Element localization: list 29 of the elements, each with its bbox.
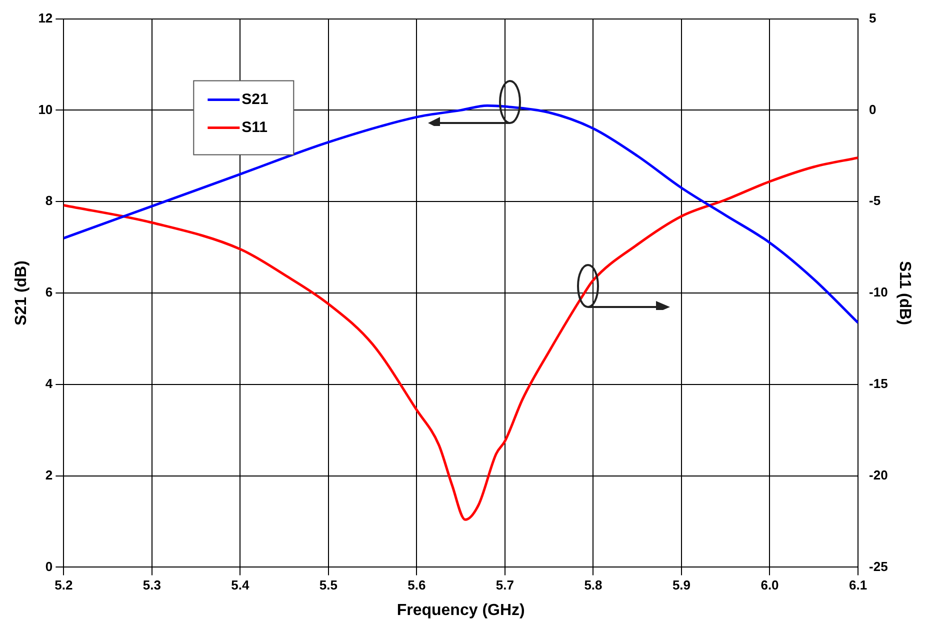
x-tick-label: 5.7 (496, 578, 514, 593)
y-axis-title: S21 (dB) (13, 260, 30, 326)
x-tick-label: 5.5 (319, 578, 338, 593)
x-tick-label: 6.0 (760, 578, 779, 593)
legend-label: S21 (242, 90, 268, 108)
y-tick-label: 4 (45, 376, 54, 391)
x-tick-label: 5.4 (231, 578, 250, 593)
legend-label: S11 (242, 118, 268, 136)
y2-tick-label: -20 (869, 467, 888, 482)
y2-tick-label: -5 (869, 193, 881, 208)
x-tick-label: 5.6 (408, 578, 426, 593)
x-tick-label: 5.3 (142, 578, 161, 593)
y2-tick-label: -25 (869, 558, 888, 574)
y-tick-label: 6 (45, 284, 53, 300)
y-tick-label: 12 (38, 10, 53, 26)
y2-tick-label: -15 (869, 376, 888, 391)
y2-tick-label: -10 (869, 284, 888, 300)
x-tick-label: 5.9 (672, 578, 691, 593)
x-axis-title: Frequency (GHz) (396, 602, 525, 619)
y-tick-label: 2 (45, 467, 53, 482)
y2-tick-label: 5 (869, 10, 876, 26)
x-tick-label: 5.2 (54, 578, 73, 593)
x-tick-label: 5.8 (584, 578, 602, 593)
y-tick-label: 10 (38, 102, 53, 117)
y-tick-label: 0 (45, 558, 53, 574)
y2-tick-label: 0 (869, 102, 876, 117)
y2-axis-title: S11 (dB) (896, 260, 913, 326)
y-tick-label: 8 (45, 193, 53, 208)
x-tick-label: 6.1 (848, 578, 868, 593)
